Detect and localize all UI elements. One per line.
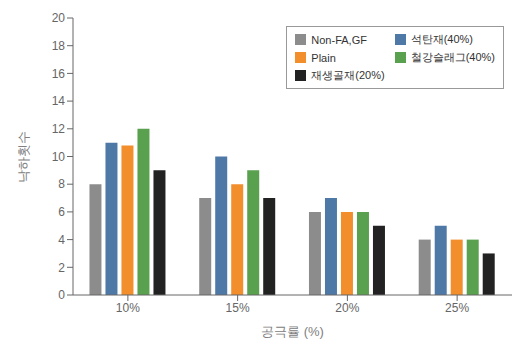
- svg-text:2: 2: [58, 261, 65, 275]
- svg-text:25%: 25%: [445, 301, 469, 315]
- svg-text:공극률 (%): 공극률 (%): [261, 324, 324, 339]
- svg-text:14: 14: [52, 94, 66, 108]
- svg-text:0: 0: [58, 288, 65, 302]
- html-text:석탄재(40%): 석탄재(40%): [410, 33, 473, 45]
- svg-text:20: 20: [52, 11, 66, 25]
- svg-text:20%: 20%: [335, 301, 359, 315]
- svg-text:6: 6: [58, 205, 65, 219]
- svg-text:10%: 10%: [116, 301, 140, 315]
- svg-text:18: 18: [52, 39, 66, 53]
- html-text:Non-FA,GF: Non-FA,GF: [311, 33, 367, 46]
- html-text:재생골재(20%): 재생골재(20%): [311, 69, 385, 81]
- svg-text:16: 16: [52, 67, 66, 81]
- html-text:Plain: Plain: [311, 51, 336, 64]
- svg-text:12: 12: [52, 122, 66, 136]
- svg-text:8: 8: [58, 177, 65, 191]
- svg-text:10: 10: [52, 150, 66, 164]
- svg-text:15%: 15%: [226, 301, 250, 315]
- html-text:철강슬래그(40%): 철강슬래그(40%): [410, 51, 495, 63]
- svg-text:낙하횟수: 낙하횟수: [16, 131, 31, 183]
- svg-text:4: 4: [58, 233, 65, 247]
